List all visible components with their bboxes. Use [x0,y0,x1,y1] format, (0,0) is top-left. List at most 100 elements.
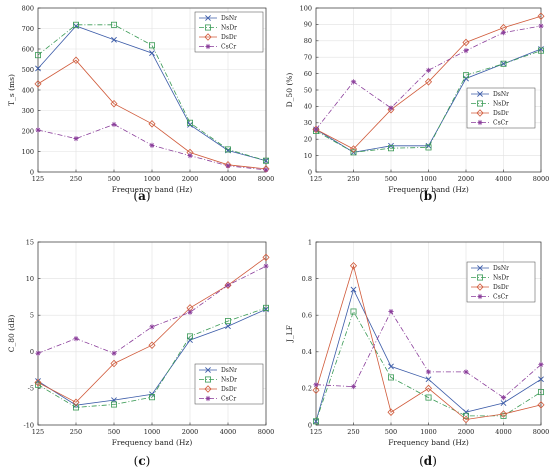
data-point-dsdr [262,253,270,262]
y-tick-label: 0 [308,421,312,429]
series-dsdr [312,262,545,424]
data-point-dsdr [476,283,484,291]
y-axis-label: D_50 (%) [285,73,294,108]
data-point-nsdr [350,308,357,315]
x-tick-label: 8000 [533,428,550,436]
y-tick-label: 10 [26,275,34,283]
series-cscr [313,308,544,401]
y-tick-label: 50 [304,86,312,94]
data-point-cscr [149,324,155,330]
series-cscr [313,23,544,132]
data-point-dsnr [225,323,231,330]
data-point-cscr [263,263,269,269]
x-tick-label: 125 [32,428,44,436]
data-point-nsdr [186,333,193,340]
data-point-dsnr [205,15,211,21]
data-point-cscr [313,126,319,132]
x-tick-label: 250 [70,175,82,183]
y-tick-label: 0 [308,168,312,176]
y-tick-label: 0.2 [302,385,312,393]
panel-caption: (b) [419,189,437,203]
y-tick-label: 10 [304,152,312,160]
series-nsdr [35,21,269,164]
data-point-cscr [225,282,231,288]
y-axis-label: J_LF [285,325,294,343]
data-point-dsnr [111,36,117,43]
data-point-cscr [205,395,211,402]
data-point-nsdr [387,145,394,152]
data-point-nsdr [425,394,432,401]
legend: DsNr NsDr DsDr CsCr [466,261,536,303]
data-point-nsdr [476,100,483,107]
data-point-dsdr [349,262,358,270]
x-tick-label: 1000 [144,428,161,436]
x-tick-label: 4000 [220,175,237,183]
data-point-dsnr [425,376,432,383]
data-point-dsdr [312,386,320,395]
data-point-cscr [35,127,41,133]
data-point-dsnr [538,46,544,52]
x-tick-label: 2000 [182,175,199,183]
x-tick-label: 500 [385,428,397,436]
legend-label: DsNr [493,91,509,98]
legend-label: NsDr [493,101,509,108]
legend-label: NsDr [493,275,509,282]
data-point-dsdr [148,341,156,349]
x-tick-label: 4000 [495,175,512,183]
y-tick-label: 0.8 [302,275,312,283]
chart-panel-c: 125 250 500 1000 2000 4000 8000 -10 -5 0 5 10 15 Freq… [7,238,274,468]
data-point-dsnr [463,75,469,82]
data-point-dsnr [149,50,155,57]
data-point-cscr [477,119,483,126]
data-point-nsdr [73,21,80,28]
data-point-dsdr [204,33,212,41]
data-point-cscr [73,135,79,142]
data-point-dsnr [500,60,507,67]
panel-caption: (c) [134,454,151,468]
legend: DsNr NsDr DsDr CsCr [194,363,264,405]
legend-label: CsCr [493,294,508,301]
data-point-dsdr [387,105,395,114]
data-point-cscr [205,43,211,50]
x-tick-label: 2000 [458,428,475,436]
data-point-cscr [463,369,469,375]
x-tick-label: 8000 [533,175,550,183]
x-axis-label: Frequency band (Hz) [112,438,193,447]
x-tick-label: 8000 [258,428,275,436]
data-point-dsdr [110,99,118,108]
data-point-dsdr [72,398,80,407]
data-point-dsnr [500,400,507,406]
data-point-nsdr [350,149,357,156]
series-line-nsdr [37,24,267,162]
data-point-cscr [350,383,357,390]
data-point-dsdr [387,408,395,416]
data-point-nsdr [111,21,118,28]
y-tick-label: 30 [304,119,312,127]
data-point-cscr [463,48,469,54]
series-nsdr [35,304,269,411]
data-point-nsdr [312,418,319,425]
data-point-cscr [425,369,432,375]
data-point-dsdr [499,410,508,418]
series-nsdr [312,308,545,425]
y-tick-label: 0.6 [302,312,312,320]
data-point-dsnr [205,367,211,373]
y-tick-label: 40 [304,103,312,111]
legend: DsNr NsDr DsDr CsCr [466,87,536,129]
data-point-cscr [111,350,117,356]
chart-panel-b: 125 250 500 1000 2000 4000 8000 0 10 20 30 40 50 60 70… [285,4,549,203]
data-point-nsdr [204,376,211,383]
data-point-dsnr [187,337,193,344]
data-point-nsdr [538,389,545,396]
x-tick-label: 1000 [420,175,437,183]
x-tick-label: 1000 [144,175,161,183]
data-point-nsdr [262,157,269,164]
chart-panel-d: 125 250 500 1000 2000 4000 8000 0 0.2 0.4 0.6 0.8 1 F… [285,238,549,468]
data-point-cscr [388,105,394,111]
data-point-nsdr [186,119,193,126]
y-tick-label: 80 [304,37,312,45]
data-point-cscr [225,163,231,169]
x-tick-label: 250 [347,175,359,183]
y-tick-label: 300 [22,107,34,115]
